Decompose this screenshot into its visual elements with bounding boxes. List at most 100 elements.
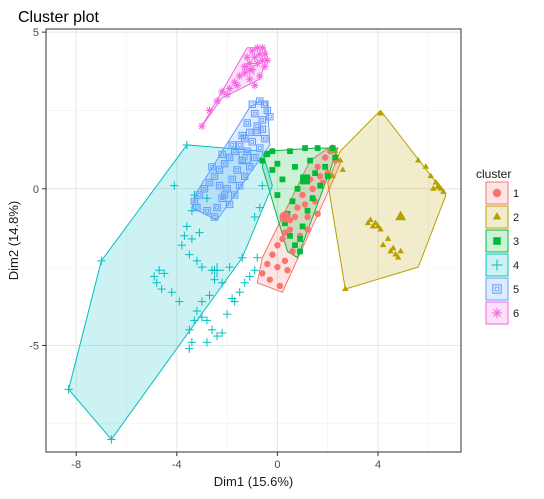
cluster-2-point bbox=[384, 235, 392, 241]
cluster-2-point bbox=[377, 225, 384, 232]
cluster-4-point bbox=[245, 272, 254, 281]
cluster-4-point bbox=[185, 344, 194, 353]
cluster-4-point bbox=[97, 256, 106, 266]
cluster-3-centroid bbox=[300, 174, 311, 185]
cluster-1-point bbox=[309, 185, 316, 192]
cluster-6-point bbox=[243, 53, 252, 62]
cluster-6-point bbox=[213, 97, 221, 105]
cluster-4-point bbox=[187, 338, 197, 347]
cluster-4-point bbox=[212, 331, 222, 341]
cluster-5-point bbox=[266, 113, 274, 121]
cluster-5-point bbox=[205, 178, 214, 187]
cluster-6-point bbox=[248, 47, 257, 55]
cluster-1-point bbox=[314, 210, 321, 218]
cluster-2-point bbox=[397, 247, 404, 254]
cluster-4-point bbox=[149, 272, 159, 281]
cluster-6-point bbox=[250, 53, 259, 62]
cluster-2-point bbox=[435, 181, 442, 188]
cluster-6-point bbox=[245, 75, 254, 83]
cluster-4-point bbox=[180, 231, 189, 240]
cluster-1-point bbox=[304, 213, 311, 221]
cluster-5-point bbox=[235, 181, 244, 190]
cluster-1-point bbox=[316, 173, 324, 180]
legend-key-symbol bbox=[492, 188, 502, 198]
cluster-3-point bbox=[324, 173, 331, 180]
cluster-3-point bbox=[259, 157, 266, 164]
cluster-4-point bbox=[217, 278, 227, 287]
cluster-4-point bbox=[107, 435, 116, 444]
cluster-4-point bbox=[192, 306, 202, 316]
legend-key-symbol bbox=[492, 284, 502, 294]
cluster-5-point bbox=[258, 116, 267, 124]
cluster-3-point bbox=[294, 185, 301, 192]
cluster-2-point bbox=[432, 178, 440, 185]
cluster-3-point bbox=[299, 223, 306, 230]
cluster-4-point bbox=[250, 266, 259, 275]
cluster-1-point bbox=[289, 248, 296, 255]
cluster-4-point bbox=[250, 212, 259, 222]
cluster-5-point bbox=[213, 203, 221, 212]
cluster-1-point bbox=[276, 282, 284, 290]
cluster-4-point bbox=[258, 181, 267, 190]
cluster-4-point bbox=[182, 222, 192, 231]
cluster-6-point bbox=[263, 56, 272, 65]
cluster-4-point bbox=[225, 262, 234, 272]
cluster-6-point bbox=[260, 62, 269, 71]
cluster-2-point bbox=[329, 172, 336, 179]
cluster-1-centroid bbox=[279, 211, 291, 223]
legend-key-symbol bbox=[491, 259, 503, 271]
y-tick-label: 0 bbox=[33, 184, 39, 196]
legend-label: 1 bbox=[513, 188, 519, 200]
cluster-1-point bbox=[286, 226, 294, 233]
cluster-1-point bbox=[269, 251, 276, 258]
cluster-5-point bbox=[225, 200, 234, 209]
cluster-3-point bbox=[317, 182, 324, 189]
axes: -8 -4 0 4 5 0 -5 bbox=[29, 27, 381, 471]
cluster-3-point bbox=[304, 207, 311, 214]
y-axis-title: Dim2 (14.8%) bbox=[6, 201, 21, 280]
cluster-2-point bbox=[415, 156, 422, 163]
cluster-5-point bbox=[220, 191, 229, 199]
cluster-4-point bbox=[222, 309, 232, 319]
cluster-1-point bbox=[304, 226, 311, 233]
cluster-1-point bbox=[279, 235, 286, 243]
cluster-2-point bbox=[379, 241, 387, 248]
cluster-2-point bbox=[364, 219, 372, 226]
legend-item-6: 6 bbox=[485, 301, 519, 325]
cluster-4-point bbox=[167, 288, 176, 297]
cluster-2-centroid bbox=[395, 210, 407, 221]
cluster-5-centroid bbox=[238, 151, 251, 164]
legend-item-3: 3 bbox=[485, 229, 519, 253]
cluster-4-point bbox=[177, 241, 186, 250]
cluster-6-point bbox=[255, 50, 264, 58]
cluster-4-point bbox=[197, 313, 207, 322]
cluster-2-point bbox=[377, 109, 384, 116]
cluster-4-point bbox=[197, 297, 207, 306]
cluster-3-point bbox=[274, 160, 281, 167]
cluster-4-point bbox=[207, 325, 217, 334]
cluster-5-point bbox=[238, 131, 246, 140]
cluster-5-point bbox=[203, 207, 211, 215]
cluster-4-point bbox=[185, 325, 194, 334]
cluster-5-point bbox=[215, 166, 224, 174]
cluster-1-point bbox=[314, 163, 321, 171]
cluster-5-point bbox=[261, 134, 269, 143]
cluster-4-point bbox=[205, 291, 214, 300]
cluster-6-point bbox=[250, 81, 259, 90]
cluster-3-point bbox=[329, 145, 336, 151]
cluster-5-point bbox=[208, 163, 216, 171]
cluster-4-point bbox=[187, 234, 197, 244]
cluster-5-point bbox=[251, 109, 259, 118]
cluster-3-point bbox=[274, 192, 281, 198]
cluster-6-point bbox=[198, 122, 206, 130]
cluster-4-point bbox=[197, 262, 207, 272]
cluster-3-point bbox=[312, 170, 319, 177]
cluster-2-point bbox=[389, 244, 397, 251]
cluster-2-point bbox=[394, 254, 402, 260]
cluster-2-point bbox=[342, 285, 349, 291]
cluster-3-point bbox=[269, 148, 276, 155]
cluster-5-point bbox=[215, 181, 224, 190]
cluster-3-point bbox=[314, 145, 321, 151]
cluster-5-point bbox=[251, 153, 259, 162]
cluster-6-centroid bbox=[243, 63, 257, 77]
